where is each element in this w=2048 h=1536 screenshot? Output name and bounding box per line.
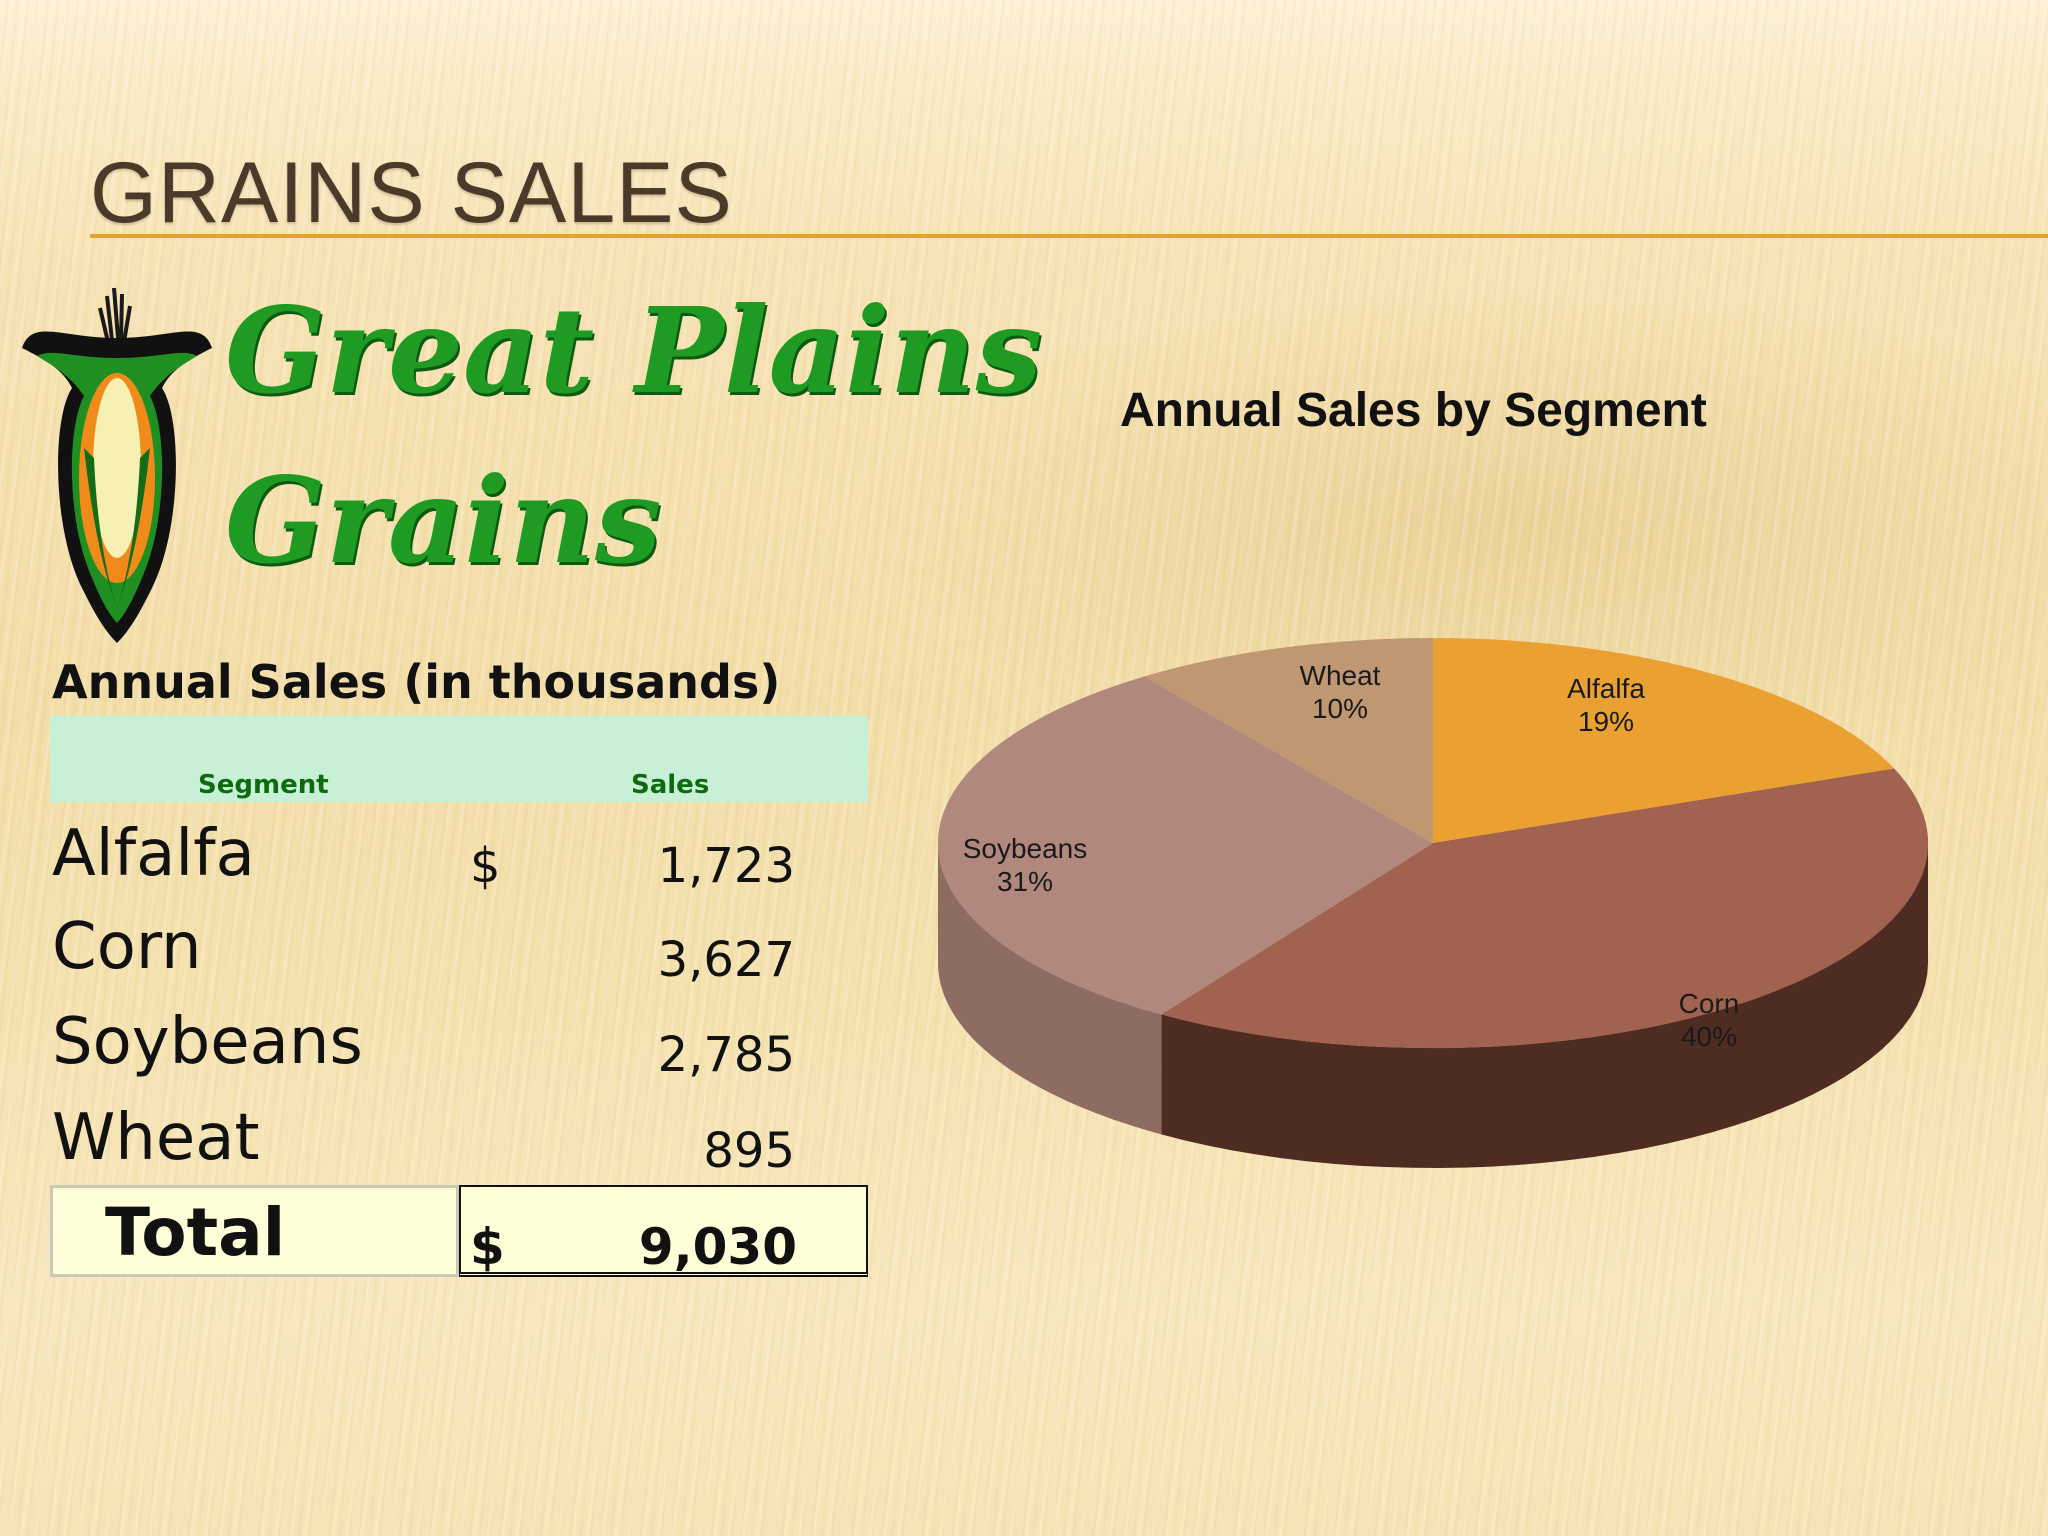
pie-label-soybeans: Soybeans <box>963 833 1088 864</box>
total-label-cell <box>50 1185 459 1277</box>
row-sales-soybeans: 2,785 <box>657 1027 795 1083</box>
row-sales-alfalfa: 1,723 <box>657 838 795 894</box>
pie-percent-alfalfa: 19% <box>1578 706 1634 737</box>
pie-slice-alfalfa <box>1433 638 1895 843</box>
slide-title: GRAINS SALES <box>90 145 733 241</box>
corn-logo-icon <box>22 287 212 643</box>
row-segment-alfalfa: Alfalfa <box>52 817 255 891</box>
pie-label-corn: Corn <box>1679 988 1740 1019</box>
column-header-sales: Sales <box>631 770 710 800</box>
row-segment-wheat: Wheat <box>52 1101 260 1175</box>
pie-slice-corn <box>1161 768 1929 1049</box>
pie-slice-wheat <box>1144 638 1433 843</box>
table-heading: Annual Sales (in thousands) <box>52 655 781 709</box>
total-value: 9,030 <box>638 1218 797 1276</box>
total-label: Total <box>105 1194 286 1271</box>
total-value-cell <box>459 1185 868 1277</box>
pie-percent-soybeans: 31% <box>997 866 1053 897</box>
pie-label-wheat: Wheat <box>1300 660 1381 691</box>
pie-side-corn <box>1161 843 1928 1168</box>
pie-label-alfalfa: Alfalfa <box>1567 673 1645 704</box>
row-segment-corn: Corn <box>52 910 202 984</box>
row-sales-corn: 3,627 <box>657 932 795 988</box>
column-header-segment: Segment <box>198 770 329 800</box>
logo-text-great-plains: Great Plains <box>225 281 1043 420</box>
row-currency-alfalfa: $ <box>470 838 501 894</box>
pie-slice-soybeans <box>937 676 1433 1015</box>
row-segment-soybeans: Soybeans <box>52 1005 363 1079</box>
row-sales-wheat: 895 <box>703 1123 795 1179</box>
chart-title: Annual Sales by Segment <box>1120 384 1707 437</box>
logo-text-grains: Grains <box>225 451 662 590</box>
pie-side-soybeans <box>938 843 1162 1135</box>
title-rule <box>90 234 2048 238</box>
total-currency: $ <box>470 1218 505 1276</box>
pie-percent-wheat: 10% <box>1312 693 1368 724</box>
table-header-band <box>50 716 868 802</box>
pie-percent-corn: 40% <box>1681 1021 1737 1052</box>
